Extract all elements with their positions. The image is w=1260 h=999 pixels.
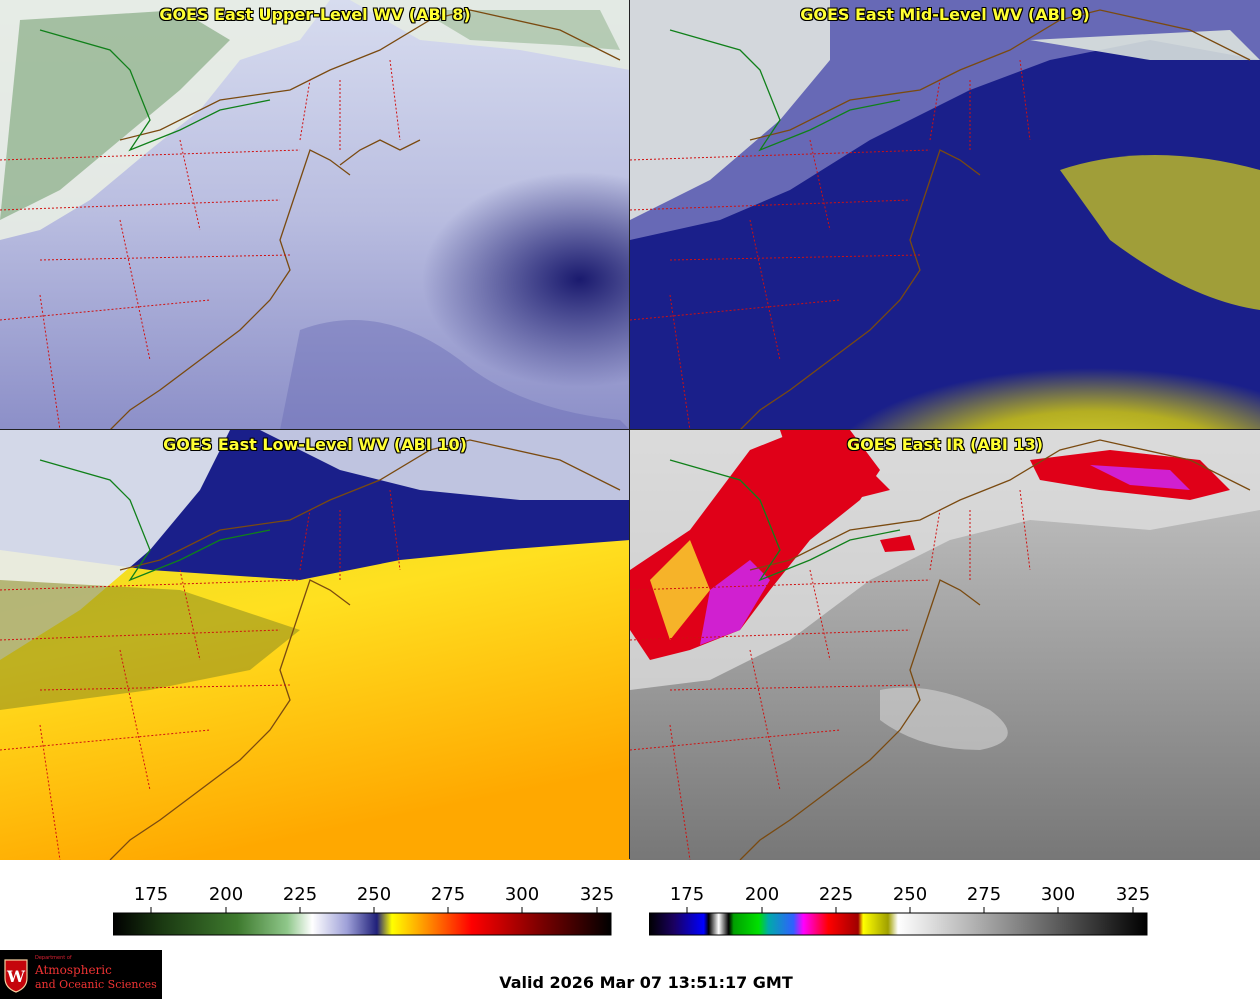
- panel-title: GOES East Mid-Level WV (ABI 9): [800, 5, 1090, 24]
- logo-oceanic-line: and Oceanic Sciences: [35, 978, 157, 991]
- colorbar-wv-tick: 275: [431, 884, 465, 905]
- panel-title: GOES East Upper-Level WV (ABI 8): [159, 5, 471, 24]
- colorbar-ir-tick: 175: [670, 884, 704, 905]
- panel-upper-level-wv: GOES East Upper-Level WV (ABI 8): [0, 0, 630, 430]
- panel-ir: GOES East IR (ABI 13): [630, 430, 1260, 860]
- colorbar-ir-tick: 275: [967, 884, 1001, 905]
- colorbar-wv-tick: 175: [134, 884, 168, 905]
- colorbar-wv-tick: 225: [283, 884, 317, 905]
- upper-level-wv-image: [0, 0, 630, 430]
- panel-mid-level-wv: GOES East Mid-Level WV (ABI 9): [630, 0, 1260, 430]
- panel-title: GOES East IR (ABI 13): [846, 435, 1044, 454]
- aos-logo[interactable]: W Department of Atmospheric and Oceanic …: [0, 950, 162, 999]
- svg-text:W: W: [6, 967, 26, 986]
- logo-dept-line: Department of: [35, 955, 72, 961]
- valid-time-label: Valid 2026 Mar 07 13:51:17 GMT: [499, 973, 793, 992]
- panel-divider-horizontal: [0, 429, 1260, 430]
- panel-low-level-wv: GOES East Low-Level WV (ABI 10): [0, 430, 630, 860]
- panel-title: GOES East Low-Level WV (ABI 10): [163, 435, 467, 454]
- colorbar-wv-tick: 200: [209, 884, 243, 905]
- colorbar-ir-tick: 225: [819, 884, 853, 905]
- low-level-wv-image: [0, 430, 630, 860]
- logo-atmospheric-line: Atmospheric: [35, 963, 112, 977]
- colorbar-wv-tick: 300: [505, 884, 539, 905]
- mid-level-wv-image: [630, 0, 1260, 430]
- colorbar-ir-tick: 200: [745, 884, 779, 905]
- uw-crest-icon: W: [4, 959, 28, 993]
- colorbar-ir: 175 200 225 250 275 300 325: [649, 878, 1149, 938]
- colorbar-ir-tick: 300: [1041, 884, 1075, 905]
- colorbar-ir-tick: 325: [1116, 884, 1149, 905]
- ir-image: [630, 430, 1260, 860]
- colorbar-wv: 175 200 225 250 275 300 325: [113, 878, 613, 938]
- colorbar-ir-tick: 250: [893, 884, 927, 905]
- colorbar-wv-tick: 325: [580, 884, 613, 905]
- colorbar-wv-tick: 250: [357, 884, 391, 905]
